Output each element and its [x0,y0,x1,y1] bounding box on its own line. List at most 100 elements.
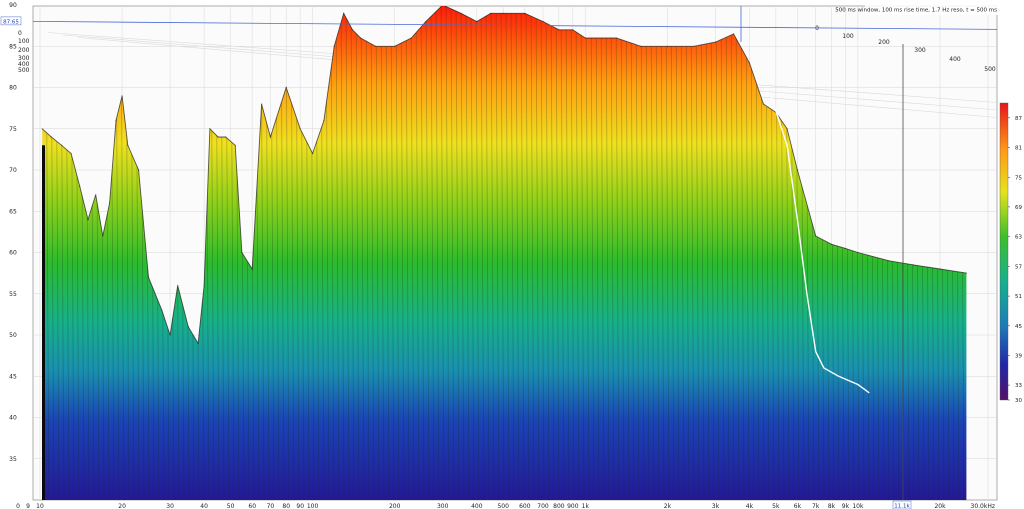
data-point [299,128,301,130]
data-point [615,37,617,39]
x-tick-label: 60 [248,503,256,509]
time-tick-label-left: 100 [18,38,30,45]
data-point [830,243,833,245]
x-tick-label: 3k [712,503,720,509]
data-point [693,45,695,47]
data-point [177,284,179,287]
data-point [95,194,97,196]
surface-ridge-lines [42,6,967,500]
x-tick-label: 20k [934,503,946,509]
y-tick-label: 65 [9,208,17,215]
data-point [714,41,717,43]
data-point [394,45,396,47]
data-point [374,45,377,47]
y-tick-label: 55 [9,291,17,298]
data-point [269,136,271,138]
data-point [360,37,362,39]
x-tick-label: 1k [582,503,590,509]
data-point [121,95,123,97]
waterfall-surface [41,6,968,500]
x-tick-label: 800 [553,503,565,509]
time-tick-label-diagonal: 100 [842,33,854,40]
data-point [241,251,243,254]
x-tick-label: 50 [227,503,235,509]
data-point [197,342,199,344]
x-tick-label: 80 [282,503,290,509]
data-point [115,119,117,122]
x-tick-label: 300 [437,503,449,509]
x-tick-label: 200 [389,503,401,509]
x-tick-label: 700 [537,503,549,509]
cursor-level-box [0,16,22,26]
data-point [913,264,915,266]
data-point [748,62,751,64]
data-point [147,276,150,278]
colorbar-tick-label: 57 [1015,264,1022,270]
x-tick-label: 6k [794,503,802,509]
colorbar-tick-label: 75 [1015,175,1022,181]
time-tick-label-left: 0 [18,30,22,37]
x-tick-label: 30.0kHz [971,503,996,509]
y-tick-label: 50 [9,332,17,339]
data-point [161,309,163,311]
x-tick-label: 0 [16,503,20,509]
colorbar-tick-label: 69 [1015,205,1022,211]
chart-annotation: 500 ms window, 100 ms rise time, 1.7 Hz … [835,8,997,14]
colorbar: 87 81 75 69 63 57 51 45 39 33 30 [999,102,1022,404]
data-point [410,37,412,39]
data-point [502,12,504,14]
y-tick-label: 60 [9,250,17,257]
data-point [640,45,642,47]
data-point [524,12,526,14]
data-point [61,144,63,146]
colorbar-tick-label: 63 [1015,235,1022,241]
x-tick-label: 900 [567,503,579,509]
time-tick-label-diagonal: 200 [878,39,890,46]
data-point [261,103,263,105]
x-tick-label: 5k [772,503,780,509]
data-point [815,235,817,237]
x-tick-label: 4k [746,503,754,509]
data-point [251,268,253,270]
data-point [127,144,129,146]
cursor[interactable]: 87.65 11.1k [0,6,998,509]
x-tick-label: 10k [852,503,864,509]
data-point [460,12,462,14]
data-point [844,247,847,249]
data-point [333,45,335,47]
x-tick-label: 500 [497,503,509,509]
time-tick-label-left: 200 [18,47,30,54]
time-tick-label-diagonal: 300 [914,47,926,54]
data-point [109,202,111,204]
y-tick-label: 45 [9,373,17,380]
y-tick-label: 90 [9,2,17,9]
cursor-frequency-label: 11.1k [894,504,910,509]
x-tick-label: 9k [842,503,850,509]
data-point [857,251,859,254]
x-tick-label: 600 [519,503,531,509]
x-tick-label: 10 [36,503,44,509]
time-tick-label-diagonal: 500 [984,66,996,73]
data-point [187,326,189,328]
data-point [138,169,140,171]
colorbar-fill [999,102,1009,401]
data-point [786,128,788,130]
colorbar-tick-label: 33 [1015,383,1022,389]
x-tick-label: 90 [296,503,304,509]
data-point [351,29,354,31]
x-tick-label: 40 [200,503,208,509]
colorbar-tick-label: 51 [1015,294,1022,300]
data-point [234,144,236,146]
data-point [796,169,799,171]
y-tick-label: 40 [9,415,17,422]
data-point [50,136,52,138]
y-axis-ticks: 35 40 45 50 55 60 65 70 75 80 85 90 [9,2,17,463]
data-point [312,152,314,155]
y-tick-label: 80 [9,85,17,92]
time-tick-label-diagonal: 0 [815,25,819,32]
y-tick-label: 35 [9,456,17,463]
x-tick-label: 400 [471,503,483,509]
data-point [965,272,968,274]
